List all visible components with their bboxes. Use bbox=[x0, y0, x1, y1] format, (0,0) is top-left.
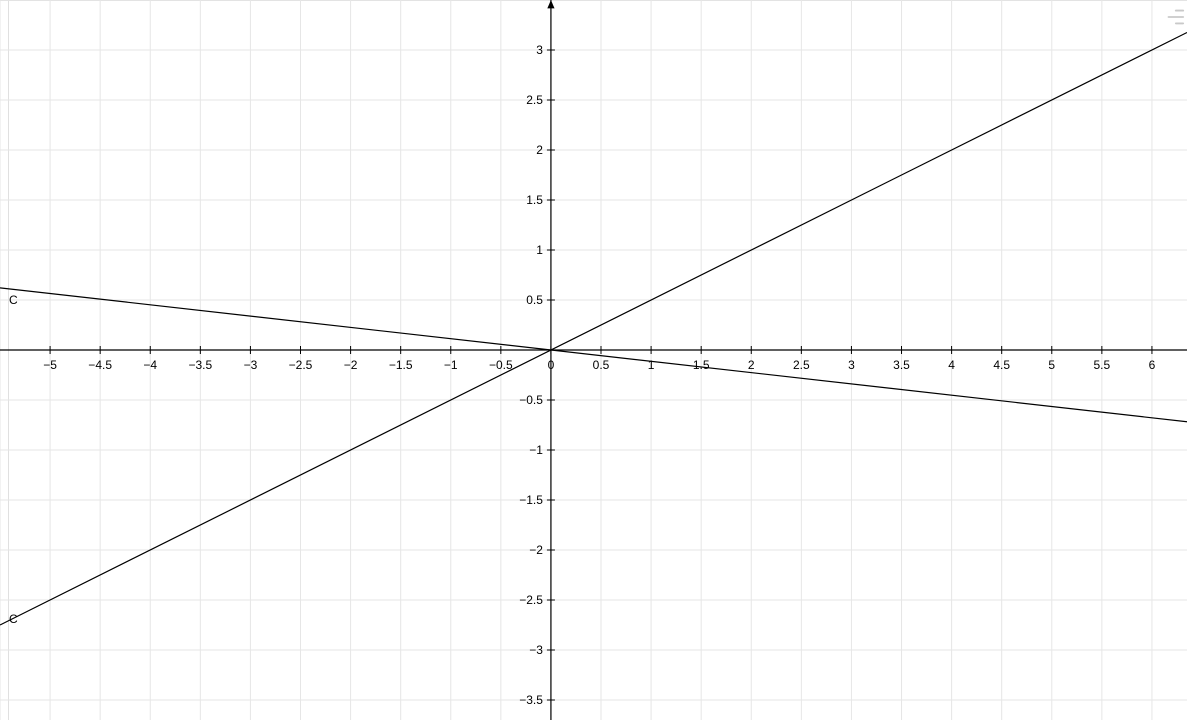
y-tick-label: −0.5 bbox=[519, 393, 543, 407]
y-tick-label: 2.5 bbox=[526, 93, 543, 107]
x-tick-label: 1.5 bbox=[693, 358, 710, 372]
x-tick-label: −2 bbox=[344, 358, 358, 372]
y-tick-label: −2.5 bbox=[519, 593, 543, 607]
x-tick-label: −0.5 bbox=[489, 358, 513, 372]
y-tick-label: −3.5 bbox=[519, 693, 543, 707]
y-tick-label: 2 bbox=[536, 143, 543, 157]
x-tick-label: −2.5 bbox=[289, 358, 313, 372]
x-tick-label: 4 bbox=[948, 358, 955, 372]
coordinate-plane-chart: −5 −4.5 −4 −3.5 −3 −2.5 −2 −1.5 −1 −0.5 0 0.5 1 1.5 2 2… bbox=[0, 0, 1187, 720]
y-tick-label: −3 bbox=[529, 643, 543, 657]
x-tick-label: 5 bbox=[1048, 358, 1055, 372]
y-tick-label: 0.5 bbox=[526, 293, 543, 307]
x-tick-label: −4 bbox=[143, 358, 157, 372]
x-tick-label: 3.5 bbox=[893, 358, 910, 372]
x-tick-label: −1 bbox=[444, 358, 458, 372]
y-tick-label: 3 bbox=[536, 43, 543, 57]
x-tick-label: 6 bbox=[1149, 358, 1156, 372]
x-tick-label: 5.5 bbox=[1094, 358, 1111, 372]
point-label: C bbox=[9, 612, 18, 626]
menu-toggle-icon[interactable] bbox=[1163, 6, 1185, 28]
x-tick-label: −4.5 bbox=[88, 358, 112, 372]
x-tick-label: 2 bbox=[748, 358, 755, 372]
x-tick-label: −1.5 bbox=[389, 358, 413, 372]
point-label: C bbox=[9, 293, 18, 307]
x-tick-label: 4.5 bbox=[993, 358, 1010, 372]
y-tick-label: −1.5 bbox=[519, 493, 543, 507]
y-tick-label: 1.5 bbox=[526, 193, 543, 207]
x-tick-label: −3 bbox=[244, 358, 258, 372]
x-tick-label: −5 bbox=[43, 358, 57, 372]
x-tick-label: 0 bbox=[548, 358, 555, 372]
y-tick-label: −1 bbox=[529, 443, 543, 457]
x-tick-label: 0.5 bbox=[593, 358, 610, 372]
x-tick-label: 1 bbox=[648, 358, 655, 372]
y-tick-label: −2 bbox=[529, 543, 543, 557]
x-tick-label: 3 bbox=[848, 358, 855, 372]
x-tick-label: −3.5 bbox=[188, 358, 212, 372]
y-tick-label: 1 bbox=[536, 243, 543, 257]
x-tick-label: 2.5 bbox=[793, 358, 810, 372]
